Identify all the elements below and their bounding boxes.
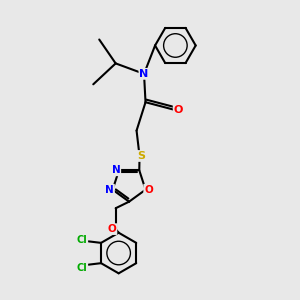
Text: N: N [105, 185, 114, 195]
Text: O: O [108, 224, 116, 234]
Text: O: O [144, 185, 153, 195]
Text: O: O [174, 105, 183, 115]
Text: S: S [137, 151, 145, 161]
Text: N: N [140, 69, 149, 79]
Text: Cl: Cl [76, 235, 87, 245]
Text: Cl: Cl [76, 263, 87, 273]
Text: N: N [112, 165, 120, 175]
